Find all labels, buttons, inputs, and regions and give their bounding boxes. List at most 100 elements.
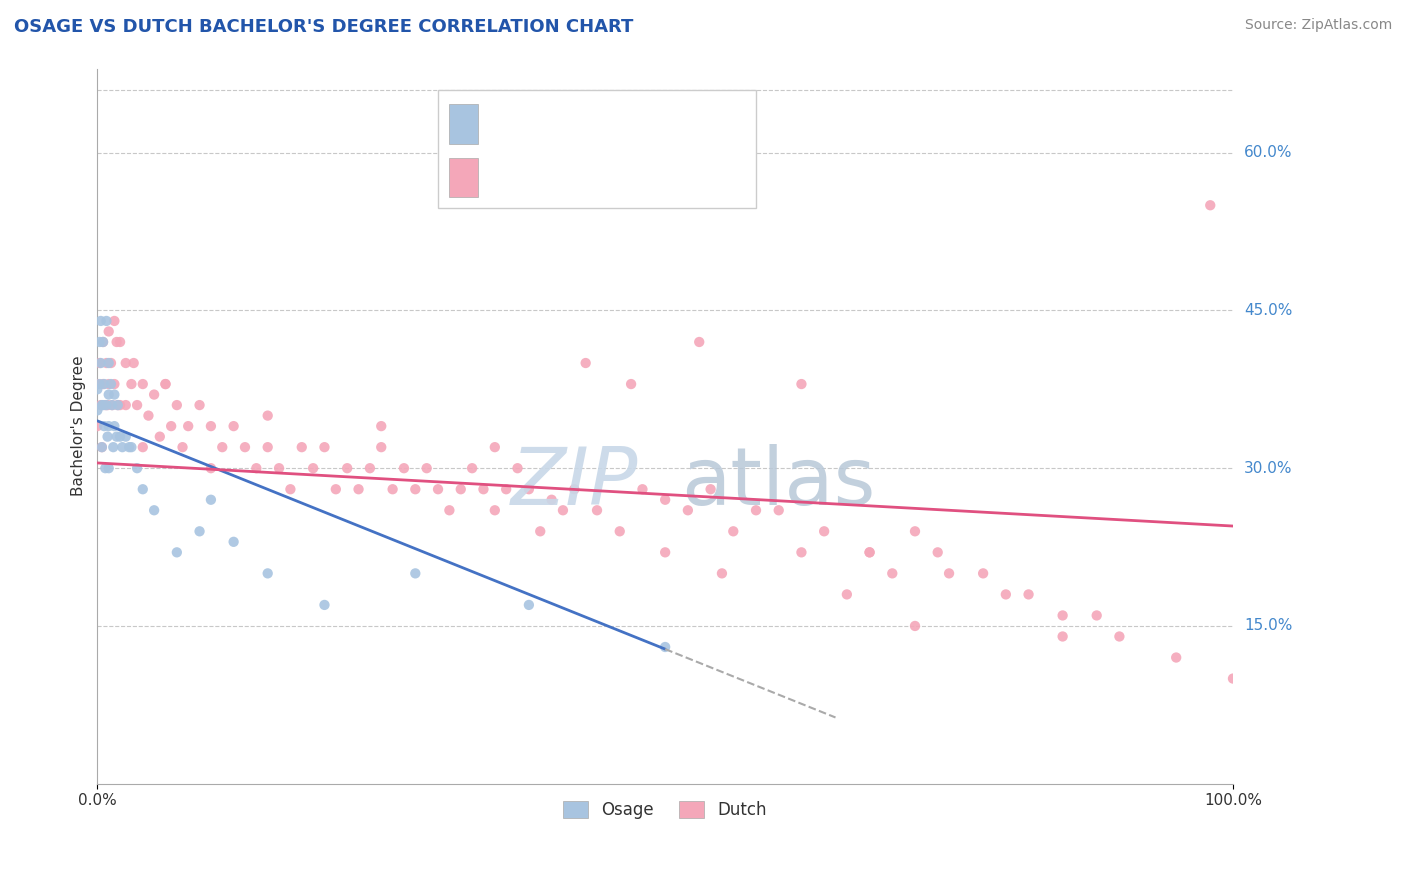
Point	[96, 314, 118, 328]
Point	[381, 482, 404, 496]
Point	[108, 398, 131, 412]
Point	[415, 461, 437, 475]
Point	[97, 387, 120, 401]
Point	[927, 545, 949, 559]
Point	[97, 377, 120, 392]
Point	[132, 440, 155, 454]
Y-axis label: Bachelor's Degree: Bachelor's Degree	[72, 356, 86, 497]
Point	[107, 398, 129, 412]
Point	[1199, 198, 1222, 212]
Point	[529, 524, 551, 539]
Point	[114, 356, 136, 370]
Text: ZIP: ZIP	[510, 444, 638, 523]
Point	[439, 503, 461, 517]
Text: R =: R =	[489, 117, 522, 132]
Point	[96, 398, 118, 412]
Point	[562, 482, 585, 496]
Point	[103, 387, 125, 401]
Point	[972, 566, 994, 581]
Point	[484, 503, 506, 517]
Point	[90, 398, 112, 412]
Point	[450, 482, 472, 496]
Point	[461, 461, 484, 475]
Point	[97, 419, 120, 434]
Point	[132, 377, 155, 392]
Point	[586, 503, 609, 517]
Point	[86, 419, 108, 434]
Point	[484, 440, 506, 454]
Text: N =: N =	[620, 170, 654, 186]
Point	[1222, 672, 1244, 686]
Point	[90, 440, 112, 454]
Point	[291, 440, 314, 454]
Point	[551, 503, 574, 517]
Point	[211, 440, 233, 454]
Point	[222, 534, 245, 549]
Point	[314, 598, 336, 612]
Point	[370, 419, 392, 434]
Point	[105, 430, 128, 444]
Point	[267, 461, 290, 475]
Point	[89, 334, 111, 349]
Point	[94, 398, 117, 412]
Point	[710, 566, 733, 581]
Point	[97, 325, 120, 339]
Point	[86, 403, 108, 417]
Point	[858, 545, 880, 559]
Point	[256, 440, 278, 454]
Point	[91, 398, 114, 412]
Point	[904, 619, 927, 633]
Point	[200, 461, 222, 475]
Point	[100, 356, 122, 370]
Point	[166, 545, 188, 559]
Point	[1085, 608, 1108, 623]
Point	[506, 461, 529, 475]
Text: 15.0%: 15.0%	[1244, 618, 1292, 633]
Point	[120, 440, 142, 454]
Point	[127, 398, 149, 412]
Point	[200, 492, 222, 507]
Text: -0.200: -0.200	[534, 170, 589, 186]
Point	[97, 356, 120, 370]
Point	[108, 334, 131, 349]
Point	[404, 482, 426, 496]
Point	[768, 503, 790, 517]
Point	[813, 524, 835, 539]
Point	[105, 334, 128, 349]
Text: 30.0%: 30.0%	[1244, 460, 1292, 475]
Point	[114, 430, 136, 444]
Point	[1052, 608, 1074, 623]
Point	[620, 377, 643, 392]
Text: -0.386: -0.386	[534, 117, 589, 132]
Point	[699, 482, 721, 496]
Point	[256, 566, 278, 581]
Point	[654, 640, 676, 654]
Point	[790, 377, 813, 392]
Text: 111: 111	[665, 170, 696, 186]
Text: atlas: atlas	[682, 444, 876, 523]
FancyBboxPatch shape	[450, 158, 478, 197]
Text: R =: R =	[489, 170, 522, 186]
Text: N =: N =	[620, 117, 654, 132]
Point	[1052, 630, 1074, 644]
Text: 44: 44	[665, 117, 686, 132]
Point	[155, 377, 177, 392]
Point	[90, 356, 112, 370]
Point	[835, 587, 858, 601]
Point	[233, 440, 256, 454]
Point	[245, 461, 267, 475]
Point	[111, 440, 134, 454]
Point	[882, 566, 904, 581]
Point	[101, 398, 124, 412]
Point	[745, 503, 768, 517]
Point	[160, 419, 183, 434]
Point	[188, 398, 211, 412]
Point	[222, 419, 245, 434]
Point	[138, 409, 160, 423]
Point	[166, 398, 188, 412]
Point	[347, 482, 370, 496]
Point	[86, 382, 108, 396]
Point	[404, 566, 426, 581]
Point	[93, 377, 115, 392]
Point	[100, 377, 122, 392]
